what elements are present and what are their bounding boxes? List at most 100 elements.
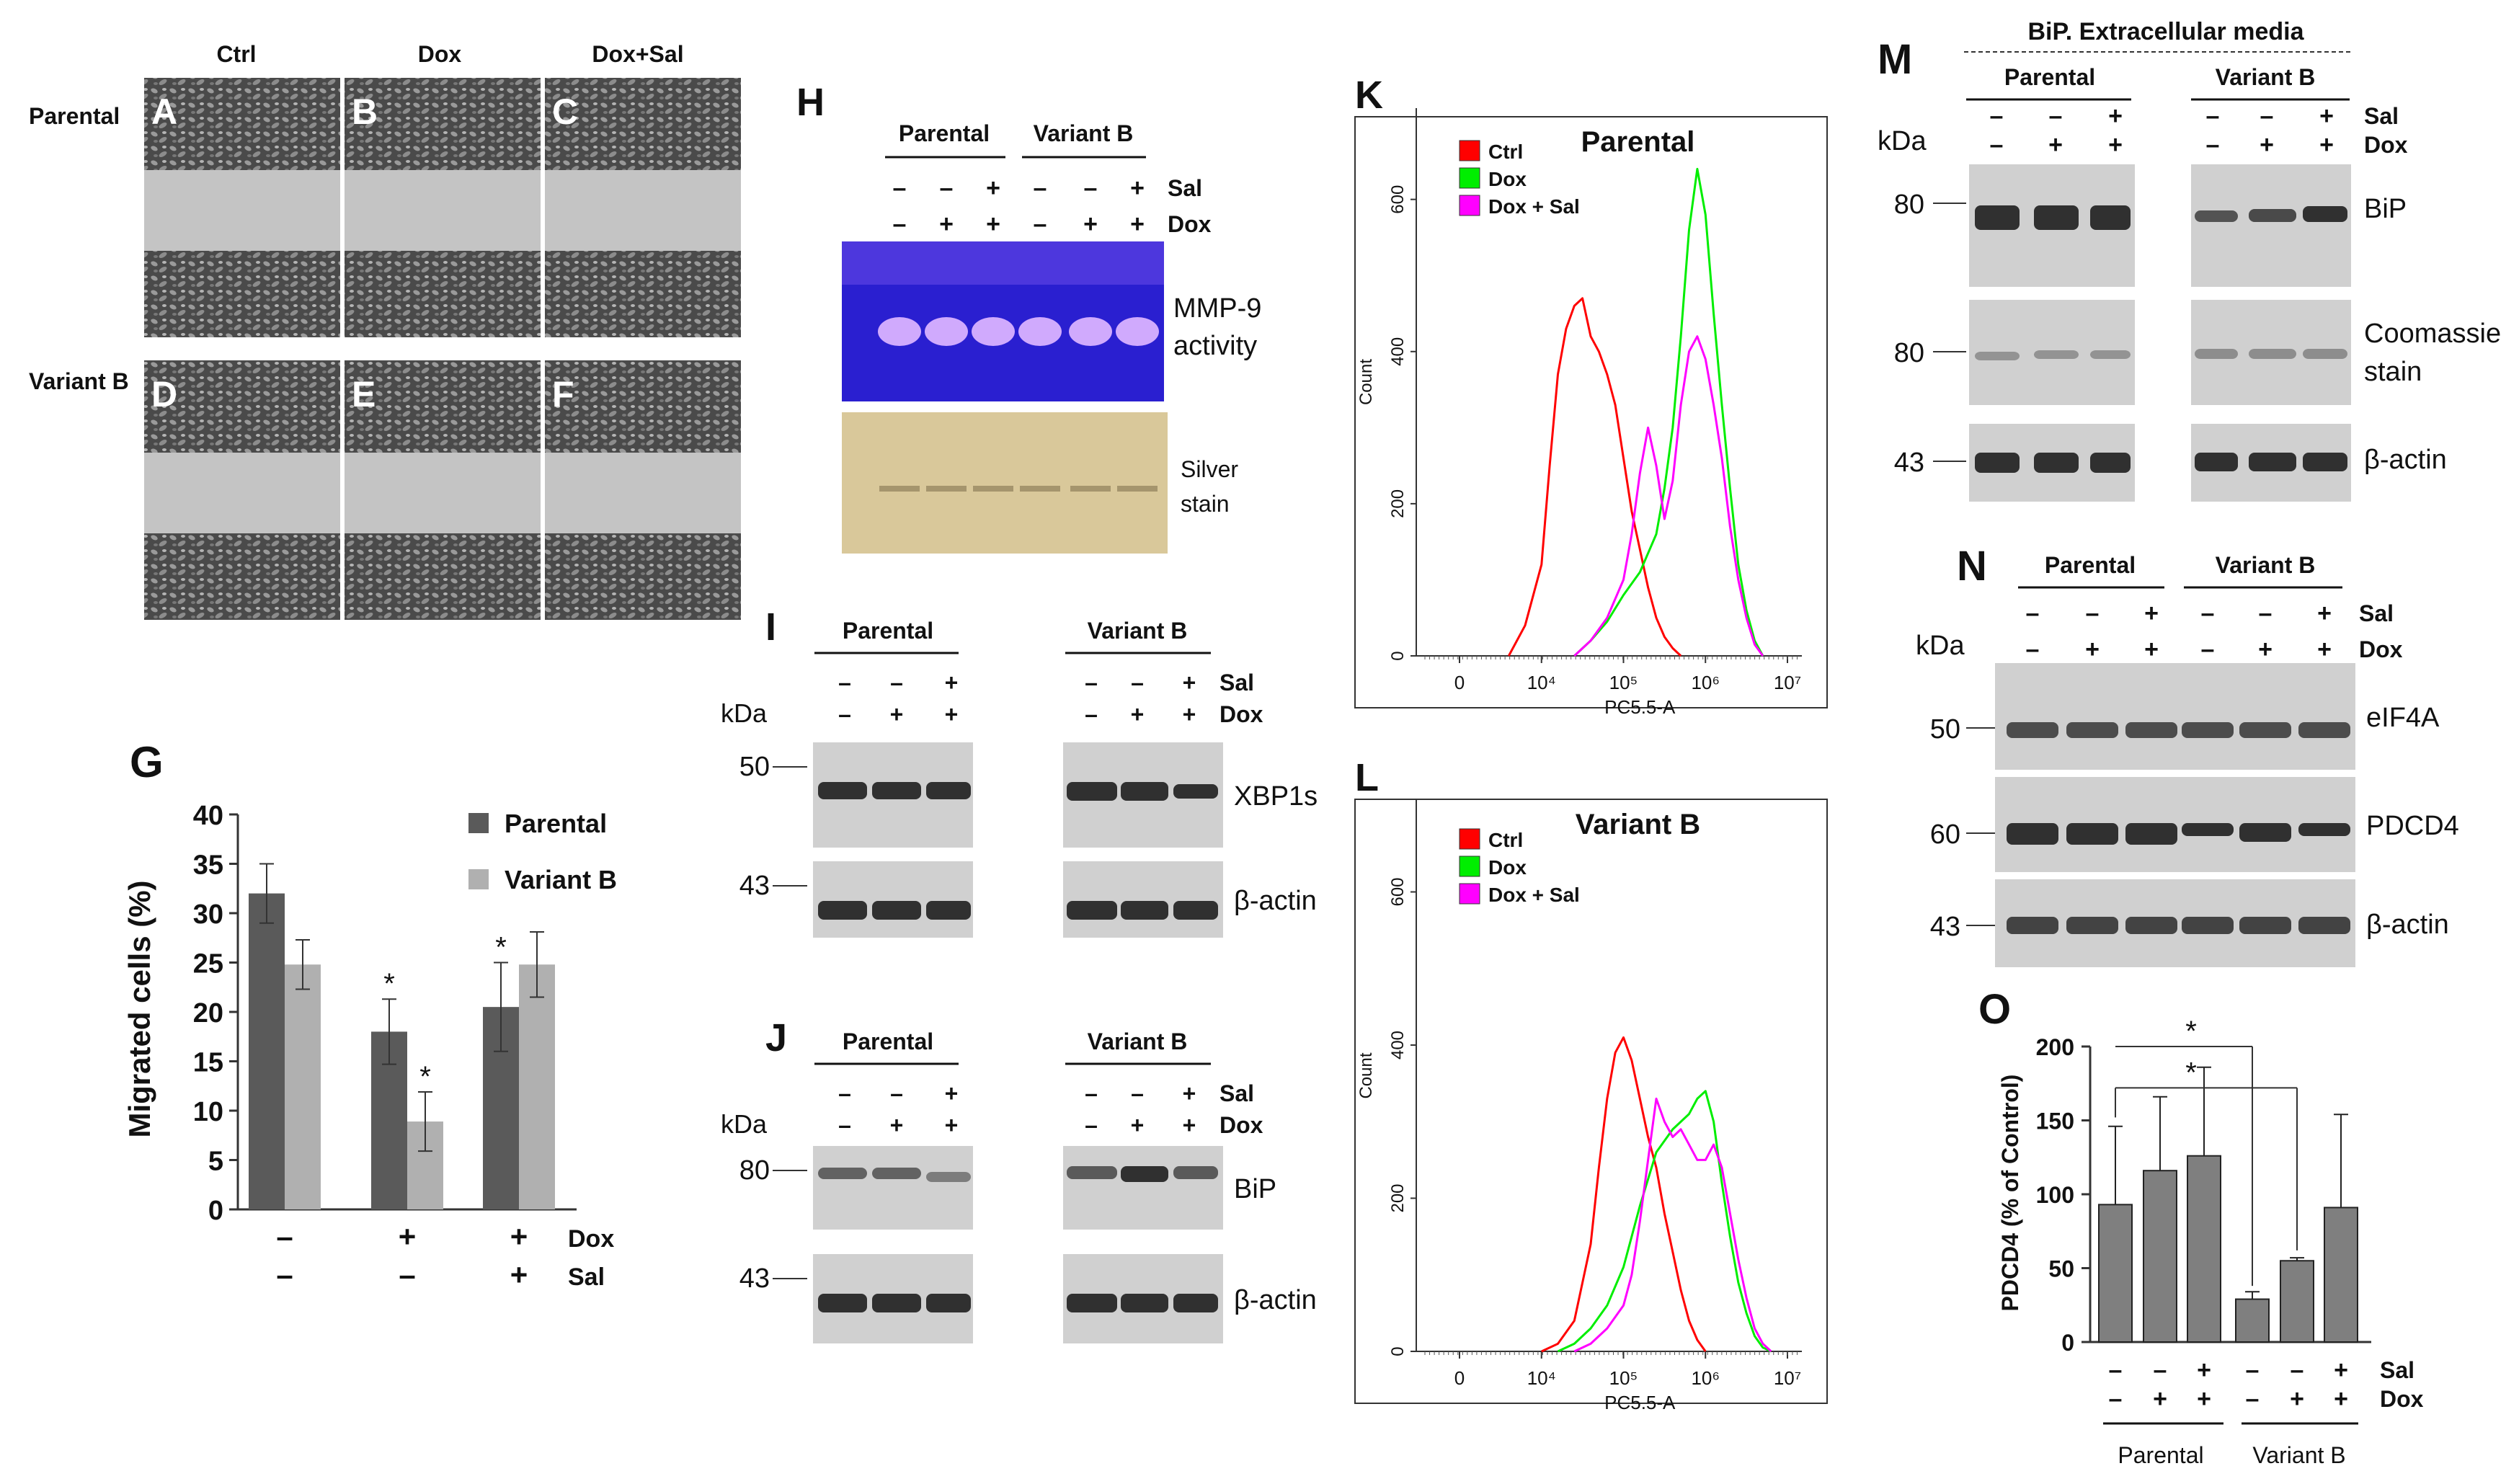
y-tick-label: 150 [2036,1108,2074,1134]
dox-sign: + [1183,1112,1196,1138]
y-tick-label: 200 [2036,1034,2074,1060]
band [872,1294,921,1312]
band [2298,722,2350,738]
cell-layer-bottom [144,251,340,337]
blot [1995,663,2355,770]
y-tick-label: 0 [208,1196,223,1226]
band [1173,1166,1218,1179]
legend-swatch [1459,856,1480,877]
band [818,1168,867,1179]
marker-label: 50 [739,752,770,782]
y-axis-label: Count [1356,1052,1376,1098]
x-tick-label: 10⁵ [1609,672,1638,693]
sal-sign: – [399,1258,415,1292]
y-tick-label: 50 [2048,1256,2074,1282]
y-tick-label: 600 [1388,185,1408,214]
dox-sign: + [2085,636,2100,663]
band [926,1172,971,1182]
blot-label: stain [2364,357,2422,387]
band [2239,823,2291,842]
kda-label: kDa [1878,126,1927,156]
cell-layer-top [545,360,741,453]
sal-sign: – [1131,1080,1144,1106]
y-tick-label: 30 [193,899,223,930]
dox-sign: + [2048,131,2063,159]
sal-sign: – [2049,102,2063,130]
sal-sign: – [2246,1356,2260,1384]
silver-band [1070,486,1111,492]
band [1975,205,2020,230]
legend-swatch [1459,828,1480,850]
blot-label: β-actin [1234,886,1317,916]
band [2195,453,2238,471]
dox-sign: + [1131,1112,1145,1138]
cell-layer-top [345,360,541,453]
band [2182,917,2234,934]
blot-label: eIF4A [2366,703,2440,733]
scratch-gap [545,170,741,251]
dox-sign: – [2206,131,2220,159]
legend-label: Dox [1488,168,1527,190]
silver-band [1117,486,1158,492]
bar [2098,1204,2133,1343]
panel-letter-c: C [552,92,578,132]
marker-label: 60 [1930,819,1960,850]
band [2249,209,2296,222]
blot-label: stain [1181,491,1230,517]
histogram-dox [1557,1090,1772,1353]
bar-parental [371,1031,407,1209]
y-tick-label: 200 [1388,1183,1408,1212]
band [818,901,867,920]
band [818,782,867,799]
legend-label: Dox + Sal [1488,195,1580,218]
dox-label: Dox [2364,132,2408,158]
bar-variant-b [285,964,321,1209]
sal-label: Sal [1168,175,1202,201]
y-tick-label: 400 [1388,337,1408,366]
blot-label: activity [1173,331,1257,361]
sal-sign: + [2317,600,2332,627]
band [1975,352,2020,360]
significance-star: * [383,968,395,1000]
sal-label: Sal [1219,670,1254,696]
cell-layer-bottom [345,251,541,337]
blot-label: XBP1s [1234,781,1318,812]
dox-sign: – [2246,1385,2260,1413]
panel-letter-g: G [130,738,164,786]
dox-sign: + [945,1112,959,1138]
dox-sign: – [2109,1385,2123,1413]
bar-variant-b [519,964,555,1209]
sal-sign: + [1183,1080,1196,1106]
marker-label: 50 [1930,714,1960,745]
panel-letter-b: B [352,92,378,132]
dox-sign: – [1085,1112,1098,1138]
blot [1995,777,2355,872]
band [2007,823,2058,845]
blot-label: β-actin [1234,1285,1317,1315]
marker-label: 43 [1930,912,1960,942]
dox-sign: + [939,210,954,238]
band [1173,1294,1218,1312]
blot-label: MMP-9 [1173,293,1261,324]
sal-sign: – [2201,600,2215,627]
group-label: Parental [843,1028,933,1054]
scratch-gap [144,170,340,251]
activity-band [925,317,968,346]
y-tick-label: 25 [193,949,223,979]
y-tick-label: 10 [193,1097,223,1127]
dox-sign: + [510,1219,528,1253]
cell-layer-top [144,78,340,170]
sal-sign: – [2154,1356,2167,1384]
x-tick-label: 10⁵ [1609,1367,1638,1389]
band [2090,453,2131,473]
dox-sign: + [2319,131,2334,159]
dox-sign: + [2144,636,2159,663]
sal-sign: + [2197,1356,2211,1384]
sal-sign: – [2260,102,2274,130]
sal-label: Sal [568,1263,605,1291]
sal-sign: – [2291,1356,2304,1384]
dox-sign: + [2290,1385,2304,1413]
dox-label: Dox [568,1225,614,1253]
cell-layer-bottom [144,533,340,620]
band [818,1294,867,1312]
